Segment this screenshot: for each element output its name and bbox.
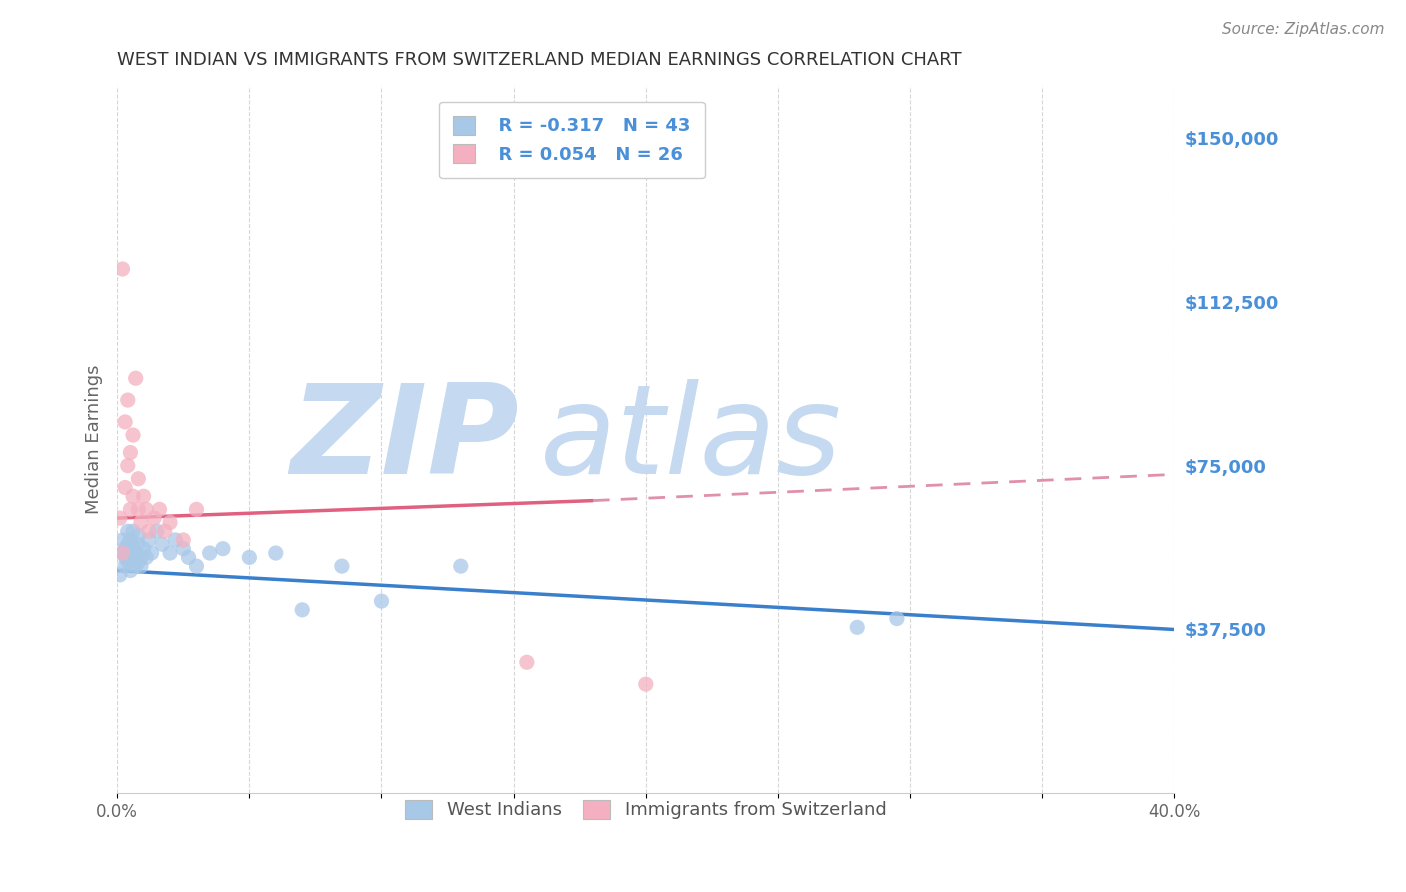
Point	[159, 516, 181, 530]
Point	[117, 555, 139, 569]
Point	[127, 502, 149, 516]
Point	[117, 458, 139, 473]
Point	[122, 541, 145, 556]
Point	[135, 502, 157, 516]
Point	[111, 546, 134, 560]
Point	[122, 550, 145, 565]
Point	[370, 594, 392, 608]
Point	[150, 537, 173, 551]
Point	[127, 555, 149, 569]
Point	[120, 445, 142, 459]
Point	[111, 262, 134, 277]
Point	[886, 611, 908, 625]
Point	[122, 489, 145, 503]
Point	[198, 546, 221, 560]
Point	[108, 511, 131, 525]
Point	[120, 502, 142, 516]
Text: atlas: atlas	[540, 379, 842, 500]
Point	[114, 481, 136, 495]
Point	[153, 524, 176, 539]
Point	[117, 524, 139, 539]
Point	[238, 550, 260, 565]
Point	[122, 524, 145, 539]
Point	[114, 550, 136, 565]
Point	[138, 524, 160, 539]
Point	[114, 415, 136, 429]
Point	[120, 564, 142, 578]
Legend: West Indians, Immigrants from Switzerland: West Indians, Immigrants from Switzerlan…	[391, 786, 901, 834]
Point	[129, 550, 152, 565]
Point	[159, 546, 181, 560]
Point	[125, 371, 148, 385]
Point	[146, 524, 169, 539]
Point	[127, 537, 149, 551]
Point	[125, 546, 148, 560]
Text: Source: ZipAtlas.com: Source: ZipAtlas.com	[1222, 22, 1385, 37]
Point	[148, 502, 170, 516]
Text: ZIP: ZIP	[290, 379, 519, 500]
Point	[264, 546, 287, 560]
Point	[165, 533, 187, 547]
Point	[132, 541, 155, 556]
Point	[212, 541, 235, 556]
Point	[129, 559, 152, 574]
Point	[186, 559, 208, 574]
Point	[135, 550, 157, 565]
Point	[172, 533, 194, 547]
Y-axis label: Median Earnings: Median Earnings	[86, 365, 103, 514]
Point	[634, 677, 657, 691]
Point	[111, 546, 134, 560]
Point	[120, 533, 142, 547]
Point	[125, 559, 148, 574]
Point	[141, 546, 163, 560]
Point	[172, 541, 194, 556]
Point	[177, 550, 200, 565]
Point	[122, 428, 145, 442]
Point	[117, 537, 139, 551]
Point	[143, 511, 166, 525]
Point	[108, 567, 131, 582]
Point	[330, 559, 353, 574]
Point	[120, 546, 142, 560]
Point	[132, 489, 155, 503]
Point	[138, 533, 160, 547]
Point	[846, 620, 869, 634]
Text: WEST INDIAN VS IMMIGRANTS FROM SWITZERLAND MEDIAN EARNINGS CORRELATION CHART: WEST INDIAN VS IMMIGRANTS FROM SWITZERLA…	[117, 51, 962, 69]
Point	[127, 528, 149, 542]
Point	[516, 655, 538, 669]
Point	[114, 541, 136, 556]
Point	[111, 533, 134, 547]
Point	[114, 559, 136, 574]
Point	[291, 603, 314, 617]
Point	[127, 472, 149, 486]
Point	[450, 559, 472, 574]
Point	[186, 502, 208, 516]
Point	[117, 393, 139, 408]
Point	[129, 516, 152, 530]
